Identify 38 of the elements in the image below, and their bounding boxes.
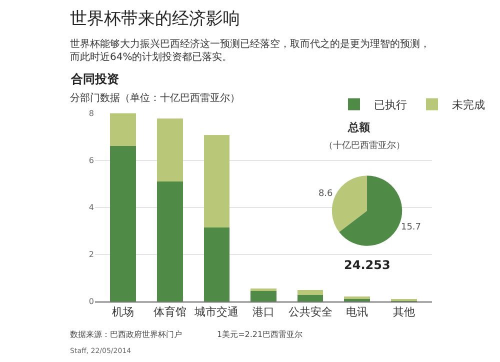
chart-subtitle: （十亿巴西雷亚尔） bbox=[324, 140, 405, 151]
bar bbox=[157, 118, 183, 182]
x-tick-label: 城市交通 bbox=[194, 306, 239, 319]
y-tick-label: 0 bbox=[88, 297, 94, 306]
bar bbox=[110, 146, 136, 302]
chart-title: 总额 bbox=[347, 121, 371, 134]
text: 1美元=2.21巴西雷亚尔 bbox=[217, 330, 303, 339]
legend-label: 未完成 bbox=[452, 98, 485, 112]
y-tick-label: 4 bbox=[88, 203, 94, 212]
y-tick-label: 8 bbox=[88, 109, 94, 118]
y-tick-label: 6 bbox=[88, 156, 94, 166]
bar bbox=[297, 290, 324, 295]
bar bbox=[204, 227, 230, 302]
x-tick-label: 电讯 bbox=[346, 306, 368, 319]
x-tick-label: 港口 bbox=[252, 306, 274, 319]
bar bbox=[344, 296, 370, 300]
x-tick-label: 其他 bbox=[392, 306, 415, 319]
x-tick-label: 机场 bbox=[112, 306, 134, 319]
annotation: 24.253 bbox=[344, 258, 390, 272]
bar bbox=[204, 134, 230, 228]
chart-subtitle: 世界杯能够大力振兴巴西经济这一预测已经落空，取而代之的是更为理智的预测，而此时近64%的计划投资都已落实。 bbox=[70, 38, 430, 63]
x-tick-label: 体育馆 bbox=[153, 306, 186, 319]
data-label: 8.6 bbox=[318, 189, 334, 200]
data-label: 15.7 bbox=[400, 222, 422, 232]
y-tick-label: 2 bbox=[88, 250, 94, 260]
bar bbox=[157, 181, 183, 302]
pie-slice bbox=[332, 176, 367, 232]
bar bbox=[250, 288, 276, 291]
bar bbox=[297, 294, 324, 302]
bar bbox=[250, 290, 276, 302]
x-tick-label: 公共安全 bbox=[288, 306, 332, 319]
legend-label: 已执行 bbox=[374, 98, 407, 112]
source-note: 数据来源：巴西政府世界杯门户 bbox=[70, 330, 182, 339]
bar bbox=[110, 113, 136, 146]
y-axis-title: 分部门数据（单位：十亿巴西雷亚尔） bbox=[70, 92, 240, 104]
text: 合同投资 bbox=[70, 72, 119, 86]
pie-slice bbox=[339, 176, 402, 246]
chart-title: 世界杯带来的经济影响 bbox=[70, 9, 240, 29]
